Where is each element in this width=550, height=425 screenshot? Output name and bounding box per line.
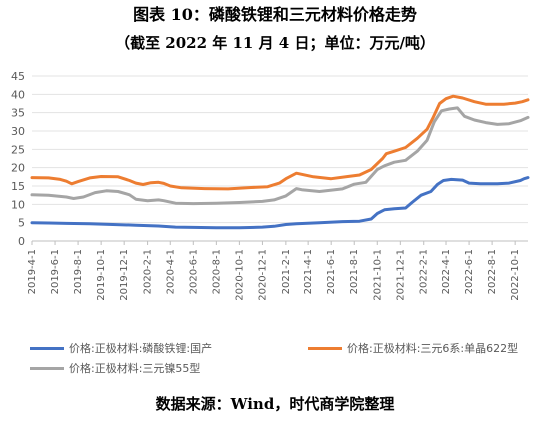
legend-label-ncm622: 价格:正极材料:三元6系:单晶622型 xyxy=(347,342,519,355)
x-tick-label: 2022-8-1 xyxy=(487,249,498,294)
x-tick-label: 2019-6-1 xyxy=(50,249,61,294)
legend-item-lfp: 价格:正极材料:磷酸铁锂:国产 xyxy=(30,340,212,356)
x-tick-label: 2022-10-1 xyxy=(510,249,521,301)
x-tick-label: 2021-8-1 xyxy=(349,249,360,294)
series-line-lfp xyxy=(30,176,530,230)
data-source-note: 数据来源：Wind，时代商学院整理 xyxy=(155,395,395,413)
y-tick-label: 25 xyxy=(11,143,25,156)
line-chart: 0 5 10 15 20 25 30 35 40 45 2019-4-1 2019-6-1 2019-8… xyxy=(11,70,530,301)
x-tick-label: 2021-2-1 xyxy=(281,249,292,294)
x-tick-label: 2020-12-1 xyxy=(257,249,268,301)
x-tick-label: 2021-4-1 xyxy=(303,249,314,294)
legend-swatch-lfp xyxy=(30,346,64,350)
y-tick-label: 20 xyxy=(11,162,25,175)
legend-swatch-ncm55 xyxy=(30,366,64,370)
x-tick-label: 2020-2-1 xyxy=(143,249,154,294)
x-tick-label: 2019-12-1 xyxy=(119,249,130,301)
chart-subtitle: （截至 2022 年 11 月 4 日；单位：万元/吨） xyxy=(115,34,435,52)
x-tick-label: 2021-6-1 xyxy=(326,249,337,294)
x-tick-label: 2022-4-1 xyxy=(441,249,452,294)
y-tick-label: 0 xyxy=(18,235,25,248)
y-tick-label: 15 xyxy=(11,180,25,193)
x-tick-label: 2022-2-1 xyxy=(419,249,430,294)
legend-swatch-ncm622 xyxy=(308,346,342,350)
x-tick-label: 2021-10-1 xyxy=(372,249,383,301)
legend-label-ncm55: 价格:正极材料:三元镍55型 xyxy=(69,362,201,375)
series-line-ncm55 xyxy=(30,106,530,206)
chart-legend: 价格:正极材料:磷酸铁锂:国产 价格:正极材料:三元6系:单晶622型 价格:正… xyxy=(30,336,550,376)
x-tick-label: 2022-6-1 xyxy=(464,249,475,294)
x-tick-label: 2019-10-1 xyxy=(96,249,107,301)
y-tick-label: 45 xyxy=(11,70,25,83)
chart-title: 图表 10：磷酸铁锂和三元材料价格走势 xyxy=(133,5,417,24)
x-tick-label: 2020-6-1 xyxy=(188,249,199,294)
series-line-ncm622 xyxy=(30,94,530,191)
legend-item-ncm55: 价格:正极材料:三元镍55型 xyxy=(30,360,200,376)
y-tick-label: 5 xyxy=(18,217,25,230)
y-tick-label: 40 xyxy=(11,88,25,101)
y-tick-label: 10 xyxy=(11,198,25,211)
y-tick-label: 30 xyxy=(11,125,25,138)
x-tick-label: 2020-8-1 xyxy=(211,249,222,294)
x-tick-label: 2020-4-1 xyxy=(165,249,176,294)
x-tick-label: 2019-8-1 xyxy=(73,249,84,294)
x-tick-label: 2019-4-1 xyxy=(27,249,38,294)
y-tick-label: 35 xyxy=(11,107,25,120)
legend-label-lfp: 价格:正极材料:磷酸铁锂:国产 xyxy=(69,342,213,355)
x-tick-label: 2020-10-1 xyxy=(234,249,245,301)
legend-item-ncm622: 价格:正极材料:三元6系:单晶622型 xyxy=(308,340,518,356)
x-tick-label: 2021-12-1 xyxy=(395,249,406,301)
